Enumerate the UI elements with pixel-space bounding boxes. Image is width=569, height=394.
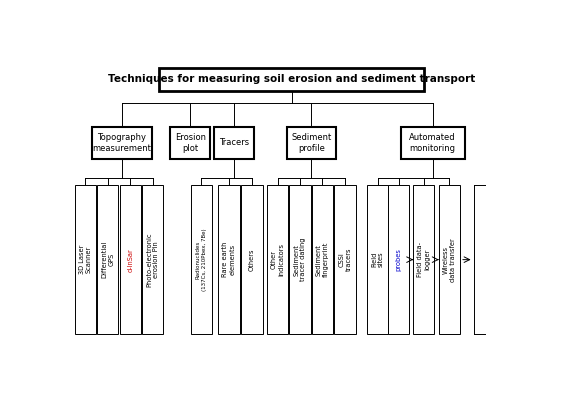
Bar: [439, 185, 460, 334]
Bar: [241, 185, 262, 334]
Bar: [170, 127, 210, 159]
Bar: [215, 127, 254, 159]
Bar: [142, 185, 163, 334]
Text: Photo-electronic
erosion Pin: Photo-electronic erosion Pin: [146, 232, 159, 287]
Text: Wireless
data transfer: Wireless data transfer: [443, 238, 456, 282]
Text: 3D Laser
Scanner: 3D Laser Scanner: [79, 245, 92, 274]
Text: d-InSar: d-InSar: [127, 248, 133, 271]
Text: Techniques for measuring soil erosion and sediment transport: Techniques for measuring soil erosion an…: [108, 74, 475, 84]
Text: Rare earth
elements: Rare earth elements: [222, 242, 236, 277]
Bar: [290, 185, 311, 334]
Bar: [267, 185, 288, 334]
Text: probes: probes: [396, 248, 402, 271]
Bar: [159, 68, 424, 91]
Text: Topography
measurement: Topography measurement: [92, 133, 151, 152]
Text: Differential
GPS: Differential GPS: [101, 241, 114, 278]
Bar: [401, 127, 465, 159]
Bar: [75, 185, 96, 334]
Text: Sediment
tracer dating: Sediment tracer dating: [294, 238, 307, 281]
Text: Erosion
plot: Erosion plot: [175, 133, 205, 152]
Text: Tracers: Tracers: [219, 138, 249, 147]
Text: Radionuclides
(137Cs, 210Pbex, 7Be): Radionuclides (137Cs, 210Pbex, 7Be): [196, 229, 207, 291]
Text: Field data-
logger: Field data- logger: [418, 242, 430, 277]
Bar: [312, 185, 333, 334]
Bar: [388, 185, 409, 334]
Text: Field
sites: Field sites: [371, 252, 384, 268]
Bar: [92, 127, 151, 159]
Text: Sediment
profile: Sediment profile: [291, 133, 332, 152]
Bar: [119, 185, 141, 334]
Text: Sediment
fingerprint: Sediment fingerprint: [316, 242, 329, 277]
Bar: [335, 185, 356, 334]
Bar: [97, 185, 118, 334]
Bar: [191, 185, 212, 334]
Bar: [287, 127, 336, 159]
Text: Other
indicators: Other indicators: [271, 243, 284, 276]
Bar: [367, 185, 388, 334]
Bar: [218, 185, 240, 334]
Text: Others: Others: [249, 248, 255, 271]
Bar: [413, 185, 435, 334]
Text: CSSI
tracers: CSSI tracers: [339, 248, 352, 271]
Text: Automated
monitoring: Automated monitoring: [410, 133, 456, 152]
